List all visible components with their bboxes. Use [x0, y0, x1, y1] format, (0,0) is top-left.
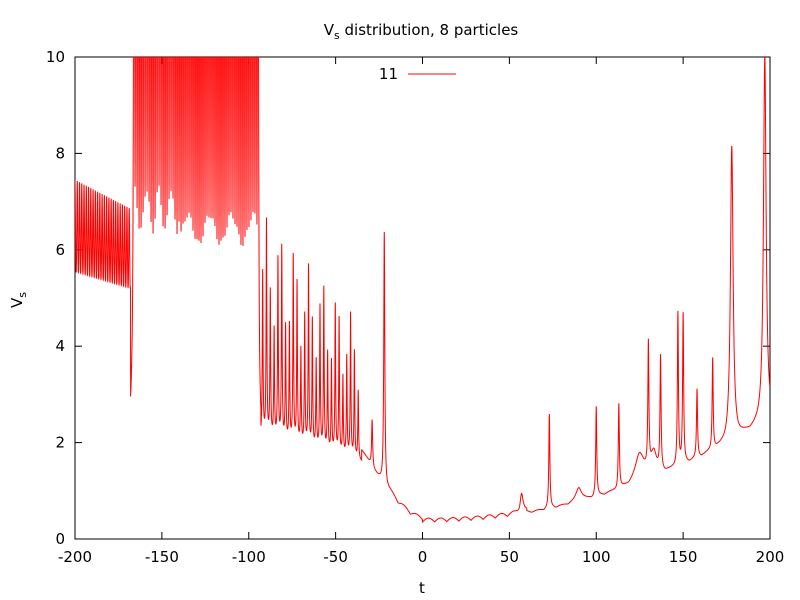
- y-tick-label: 6: [55, 241, 65, 259]
- x-tick-label: -150: [145, 548, 179, 566]
- x-tick-label: 200: [756, 548, 785, 566]
- x-tick-label: -100: [232, 548, 266, 566]
- x-tick-label: 50: [500, 548, 519, 566]
- x-tick-label: -50: [323, 548, 348, 566]
- series-line-11: [75, 57, 770, 524]
- y-tick-label: 0: [55, 530, 65, 548]
- y-tick-label: 2: [55, 434, 65, 452]
- x-tick-label: -200: [58, 548, 92, 566]
- legend-label: 11: [379, 65, 398, 83]
- x-tick-label: 150: [669, 548, 698, 566]
- y-ticks: 0 2 4 6 8 10: [46, 48, 770, 548]
- x-axis-label: t: [419, 579, 425, 597]
- y-tick-label: 4: [55, 337, 65, 355]
- x-tick-label: 0: [418, 548, 428, 566]
- y-tick-label: 10: [46, 48, 65, 66]
- x-ticks: -200 -150 -100 -50 0 50 100 150 200: [58, 57, 784, 566]
- y-tick-label: 8: [55, 144, 65, 162]
- y-axis-label: Vs: [8, 292, 29, 308]
- legend: 11: [379, 65, 456, 83]
- x-tick-label: 100: [582, 548, 611, 566]
- chart-title: Vs distribution, 8 particles: [324, 21, 519, 42]
- plot-area: [75, 57, 770, 524]
